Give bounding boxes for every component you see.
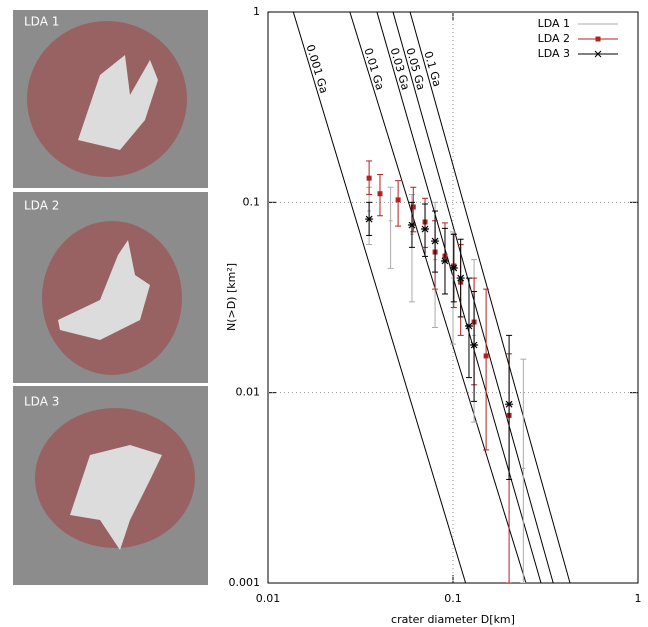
point	[410, 204, 416, 210]
massif	[78, 55, 158, 150]
legend-label: LDA 2	[538, 32, 570, 45]
legend-marker	[594, 50, 602, 58]
x-axis-title: crater diameter D[km]	[391, 613, 515, 626]
y-tick-label: 1	[253, 5, 260, 18]
isochron	[292, 12, 467, 583]
isochron	[409, 12, 571, 583]
x-tick-label: 0.1	[444, 592, 462, 605]
point	[431, 237, 440, 245]
point	[470, 341, 479, 349]
point	[421, 225, 430, 233]
point	[483, 353, 489, 359]
isochron	[392, 12, 554, 583]
point	[365, 215, 374, 223]
panel-label: LDA 3	[24, 395, 59, 409]
image-panels: LDA 1 LDA 2 LDA 3	[13, 10, 208, 585]
point	[366, 175, 372, 181]
y-tick-label: 0.1	[243, 195, 261, 208]
massif	[70, 445, 162, 550]
y-axis-title: N(>D) [km²]	[225, 263, 238, 331]
massif	[58, 240, 150, 340]
point	[456, 274, 465, 282]
legend-label: LDA 1	[538, 17, 570, 30]
x-tick-label: 1	[635, 592, 642, 605]
panel-label: LDA 1	[24, 15, 59, 29]
x-tick-label: 0.01	[256, 592, 281, 605]
y-tick-label: 0.001	[229, 576, 261, 589]
point	[464, 322, 473, 330]
point	[440, 257, 449, 265]
isochron-label: 0.01 Ga	[361, 46, 386, 91]
isochron-label: 0.001 Ga	[304, 43, 331, 95]
point	[377, 191, 383, 197]
chart: crater diameter D[km] N(>D) [km²] 0.01 0.…	[225, 5, 642, 626]
panel-label: LDA 2	[24, 199, 59, 213]
legend-marker	[595, 36, 601, 42]
point	[395, 197, 401, 203]
isochron	[349, 12, 527, 583]
point	[407, 221, 416, 229]
legend-label: LDA 3	[538, 47, 570, 60]
point	[449, 264, 458, 272]
point	[505, 400, 514, 408]
isochron	[376, 12, 542, 583]
y-tick-label: 0.01	[236, 386, 261, 399]
